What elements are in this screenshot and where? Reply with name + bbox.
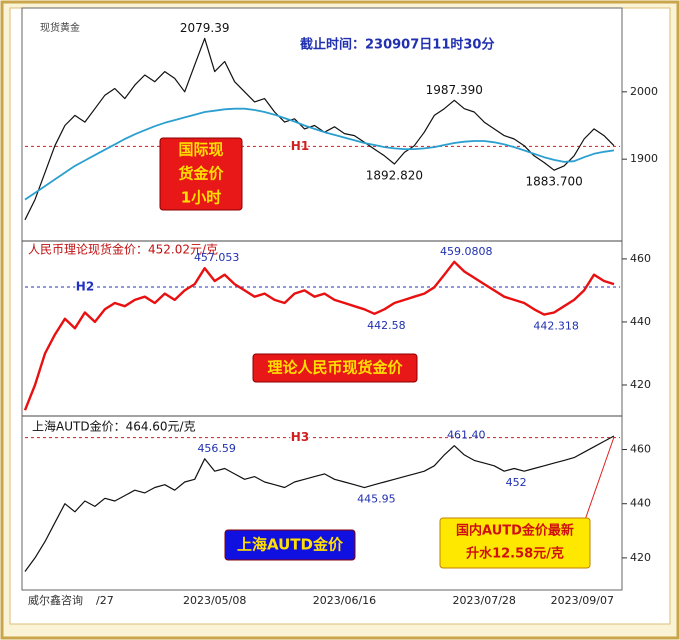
note-text: 上海AUTD金价 xyxy=(237,536,344,554)
callout-text: 国内AUTD金价最新 xyxy=(456,523,574,539)
panel-label: 人民币理论现货金价：452.02元/克 xyxy=(28,242,218,257)
value-label: 2079.39 xyxy=(180,21,230,35)
reference-label: H3 xyxy=(291,430,309,444)
value-label: 442.318 xyxy=(533,320,579,333)
value-label: 452 xyxy=(506,476,527,489)
note-box xyxy=(252,353,418,383)
y-tick-label: 460 xyxy=(630,252,651,265)
line-series xyxy=(24,37,615,221)
value-label: 1892.820 xyxy=(366,169,423,183)
note-text: 1小时 xyxy=(181,189,221,207)
x-tick-label: 2023/06/16 xyxy=(313,594,376,607)
y-tick-label: 420 xyxy=(630,378,651,391)
line-series xyxy=(24,107,615,201)
x-tick-label: 2023/07/28 xyxy=(453,594,516,607)
y-tick-label: 440 xyxy=(630,497,651,510)
note-box xyxy=(224,529,356,561)
note-text: 货金价 xyxy=(178,165,224,183)
value-label: 461.40 xyxy=(447,429,486,442)
y-tick-label: 420 xyxy=(630,551,651,564)
panel-label: 现货黄金 xyxy=(40,21,80,34)
line-series xyxy=(24,435,615,572)
callout-box xyxy=(439,517,591,569)
line-series xyxy=(23,260,615,411)
value-label: 456.59 xyxy=(197,442,236,455)
value-label: 1883.700 xyxy=(525,175,582,189)
x-tick-label: 2023/05/08 xyxy=(183,594,246,607)
value-label: 445.95 xyxy=(357,493,396,506)
x-tick-label: /27 xyxy=(96,594,114,607)
value-label: 459.0808 xyxy=(440,245,493,258)
note-box xyxy=(159,137,243,211)
callout-arrow xyxy=(584,436,615,521)
y-tick-label: 440 xyxy=(630,315,651,328)
value-label: 457.053 xyxy=(194,251,240,264)
y-tick-label: 460 xyxy=(630,443,651,456)
y-tick-label: 2000 xyxy=(630,85,658,98)
x-tick-label: 2023/09/07 xyxy=(551,594,614,607)
footer: 威尔鑫咨询 xyxy=(28,593,83,607)
reference-label: H2 xyxy=(76,279,94,293)
note-text: 国际现 xyxy=(178,141,223,159)
callout-text: 升水12.58元/克 xyxy=(466,546,564,562)
note-text: 理论人民币现货金价 xyxy=(267,359,403,377)
value-label: 442.58 xyxy=(367,319,406,332)
panel-label: 上海AUTD金价：464.60元/克 xyxy=(32,419,196,434)
y-tick-label: 1900 xyxy=(630,152,658,165)
reference-label: H1 xyxy=(291,139,309,153)
plot-area xyxy=(21,7,623,591)
value-label: 1987.390 xyxy=(426,83,483,97)
title: 截止时间：230907日11时30分 xyxy=(300,37,494,53)
